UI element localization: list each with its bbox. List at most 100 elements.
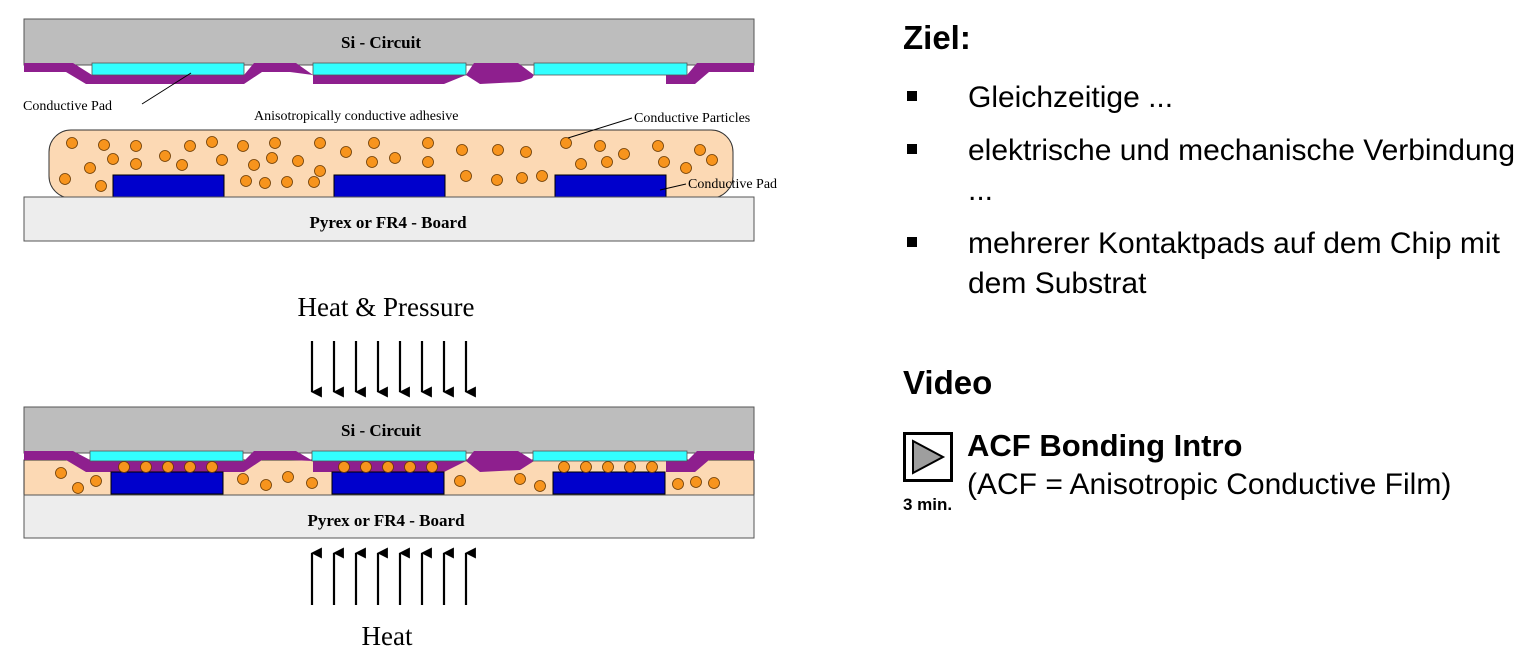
board-label: Pyrex or FR4 - Board [309,213,467,232]
goal-bullet-text: mehrerer Kontaktpads auf dem Chip mit de… [968,227,1500,300]
heat-arrows [310,547,476,605]
conductive-particle [340,146,352,158]
conductive-particle [558,461,570,473]
conductive-particle [580,461,592,473]
conductive-particle [281,176,293,188]
conductive-particle [520,146,532,158]
conductive-particle [240,175,252,187]
conductive-particle [259,177,271,189]
conductive-particle [594,140,606,152]
conductive-particle [140,461,152,473]
conductive-particle [248,159,260,171]
heat-label: Heat [362,621,413,651]
board-label: Pyrex or FR4 - Board [307,511,465,530]
particles-label: Conductive Particles [634,111,750,126]
pad-label-right: Conductive Pad [688,177,777,192]
conductive-particle [107,153,119,165]
chip-pad [311,450,467,462]
acf-process-diagram: Si - Circuit Pyrex or FR4 - Board Conduc… [23,18,777,651]
callout-line [567,117,633,139]
square-bullet-icon [907,91,917,101]
heat-pressure-label: Heat & Pressure [298,292,475,322]
particle-group [55,461,720,494]
conductive-particle [492,144,504,156]
conductive-particle [454,475,466,487]
goal-bullet-text: Gleichzeitige ... [968,81,1174,114]
conductive-particle [55,467,67,479]
conductive-particle [618,148,630,160]
conductive-particle [162,461,174,473]
conductive-particle [575,158,587,170]
conductive-particle [314,165,326,177]
conductive-particle [672,478,684,490]
conductive-particle [269,137,281,149]
conductive-particle [360,461,372,473]
conductive-particle [260,479,272,491]
square-bullet-icon [907,237,917,247]
conductive-particle [536,170,548,182]
video-title[interactable]: ACF Bonding Intro [967,428,1243,463]
conductive-particle [282,471,294,483]
conductive-particle [206,461,218,473]
conductive-particle [338,461,350,473]
board-pad [554,174,667,198]
board [23,196,755,242]
goal-heading: Ziel: [903,19,971,56]
video-duration: 3 min. [903,495,953,514]
conductive-particle [422,156,434,168]
play-icon [912,439,946,475]
conductive-particle [84,162,96,174]
conductive-particle [646,461,658,473]
conductive-particle [292,155,304,167]
conductive-particle [216,154,228,166]
square-bullet-icon [907,144,917,154]
callout-line [141,72,192,105]
conductive-particle [130,140,142,152]
conductive-particle [516,172,528,184]
conductive-particle [72,482,84,494]
conductive-particle [184,140,196,152]
conductive-particle [98,139,110,151]
after-bonding-stack: Si - Circuit Pyrex or FR4 - Board [23,406,755,539]
conductive-particle [306,477,318,489]
conductive-particle [389,152,401,164]
video-subtitle: (ACF = Anisotropic Conductive Film) [967,468,1452,501]
conductive-particle [460,170,472,182]
chip-pad [532,450,688,462]
conductive-particle [130,158,142,170]
board-pad [331,471,445,495]
conductive-particle [237,473,249,485]
conductive-particle [404,461,416,473]
conductive-particle [382,461,394,473]
si-chip-label: Si - Circuit [341,33,421,52]
play-button[interactable] [903,432,953,482]
conductive-particle [237,140,249,152]
conductive-particle [184,461,196,473]
board [23,494,755,539]
goal-bullet: mehrerer Kontaktpads auf dem Chip mit de… [903,224,1523,304]
conductive-particle [90,475,102,487]
before-bonding-stack: Si - Circuit Pyrex or FR4 - Board Conduc… [23,18,777,242]
conductive-particle [314,137,326,149]
goal-list: Gleichzeitige ... elektrische und mechan… [903,78,1523,317]
goal-bullet-text: elektrische und mechanische Verbindung .… [968,134,1516,207]
conductive-particle [422,137,434,149]
chip-pad [89,450,244,462]
conductive-particle [59,173,71,185]
board-pad [552,471,666,495]
conductive-particle [602,461,614,473]
conductive-particle [514,473,526,485]
conductive-particle [159,150,171,162]
conductive-particle [206,136,218,148]
conductive-particle [426,461,438,473]
conductive-particle [560,137,572,149]
adhesive-label: Anisotropically conductive adhesive [254,109,459,124]
goal-bullet: Gleichzeitige ... [903,78,1523,118]
conductive-particle [176,159,188,171]
particle-group [59,136,718,192]
conductive-particle [308,176,320,188]
chip-pad [312,62,467,76]
conductive-particle [456,144,468,156]
conductive-particle [368,137,380,149]
conductive-particle [601,156,613,168]
